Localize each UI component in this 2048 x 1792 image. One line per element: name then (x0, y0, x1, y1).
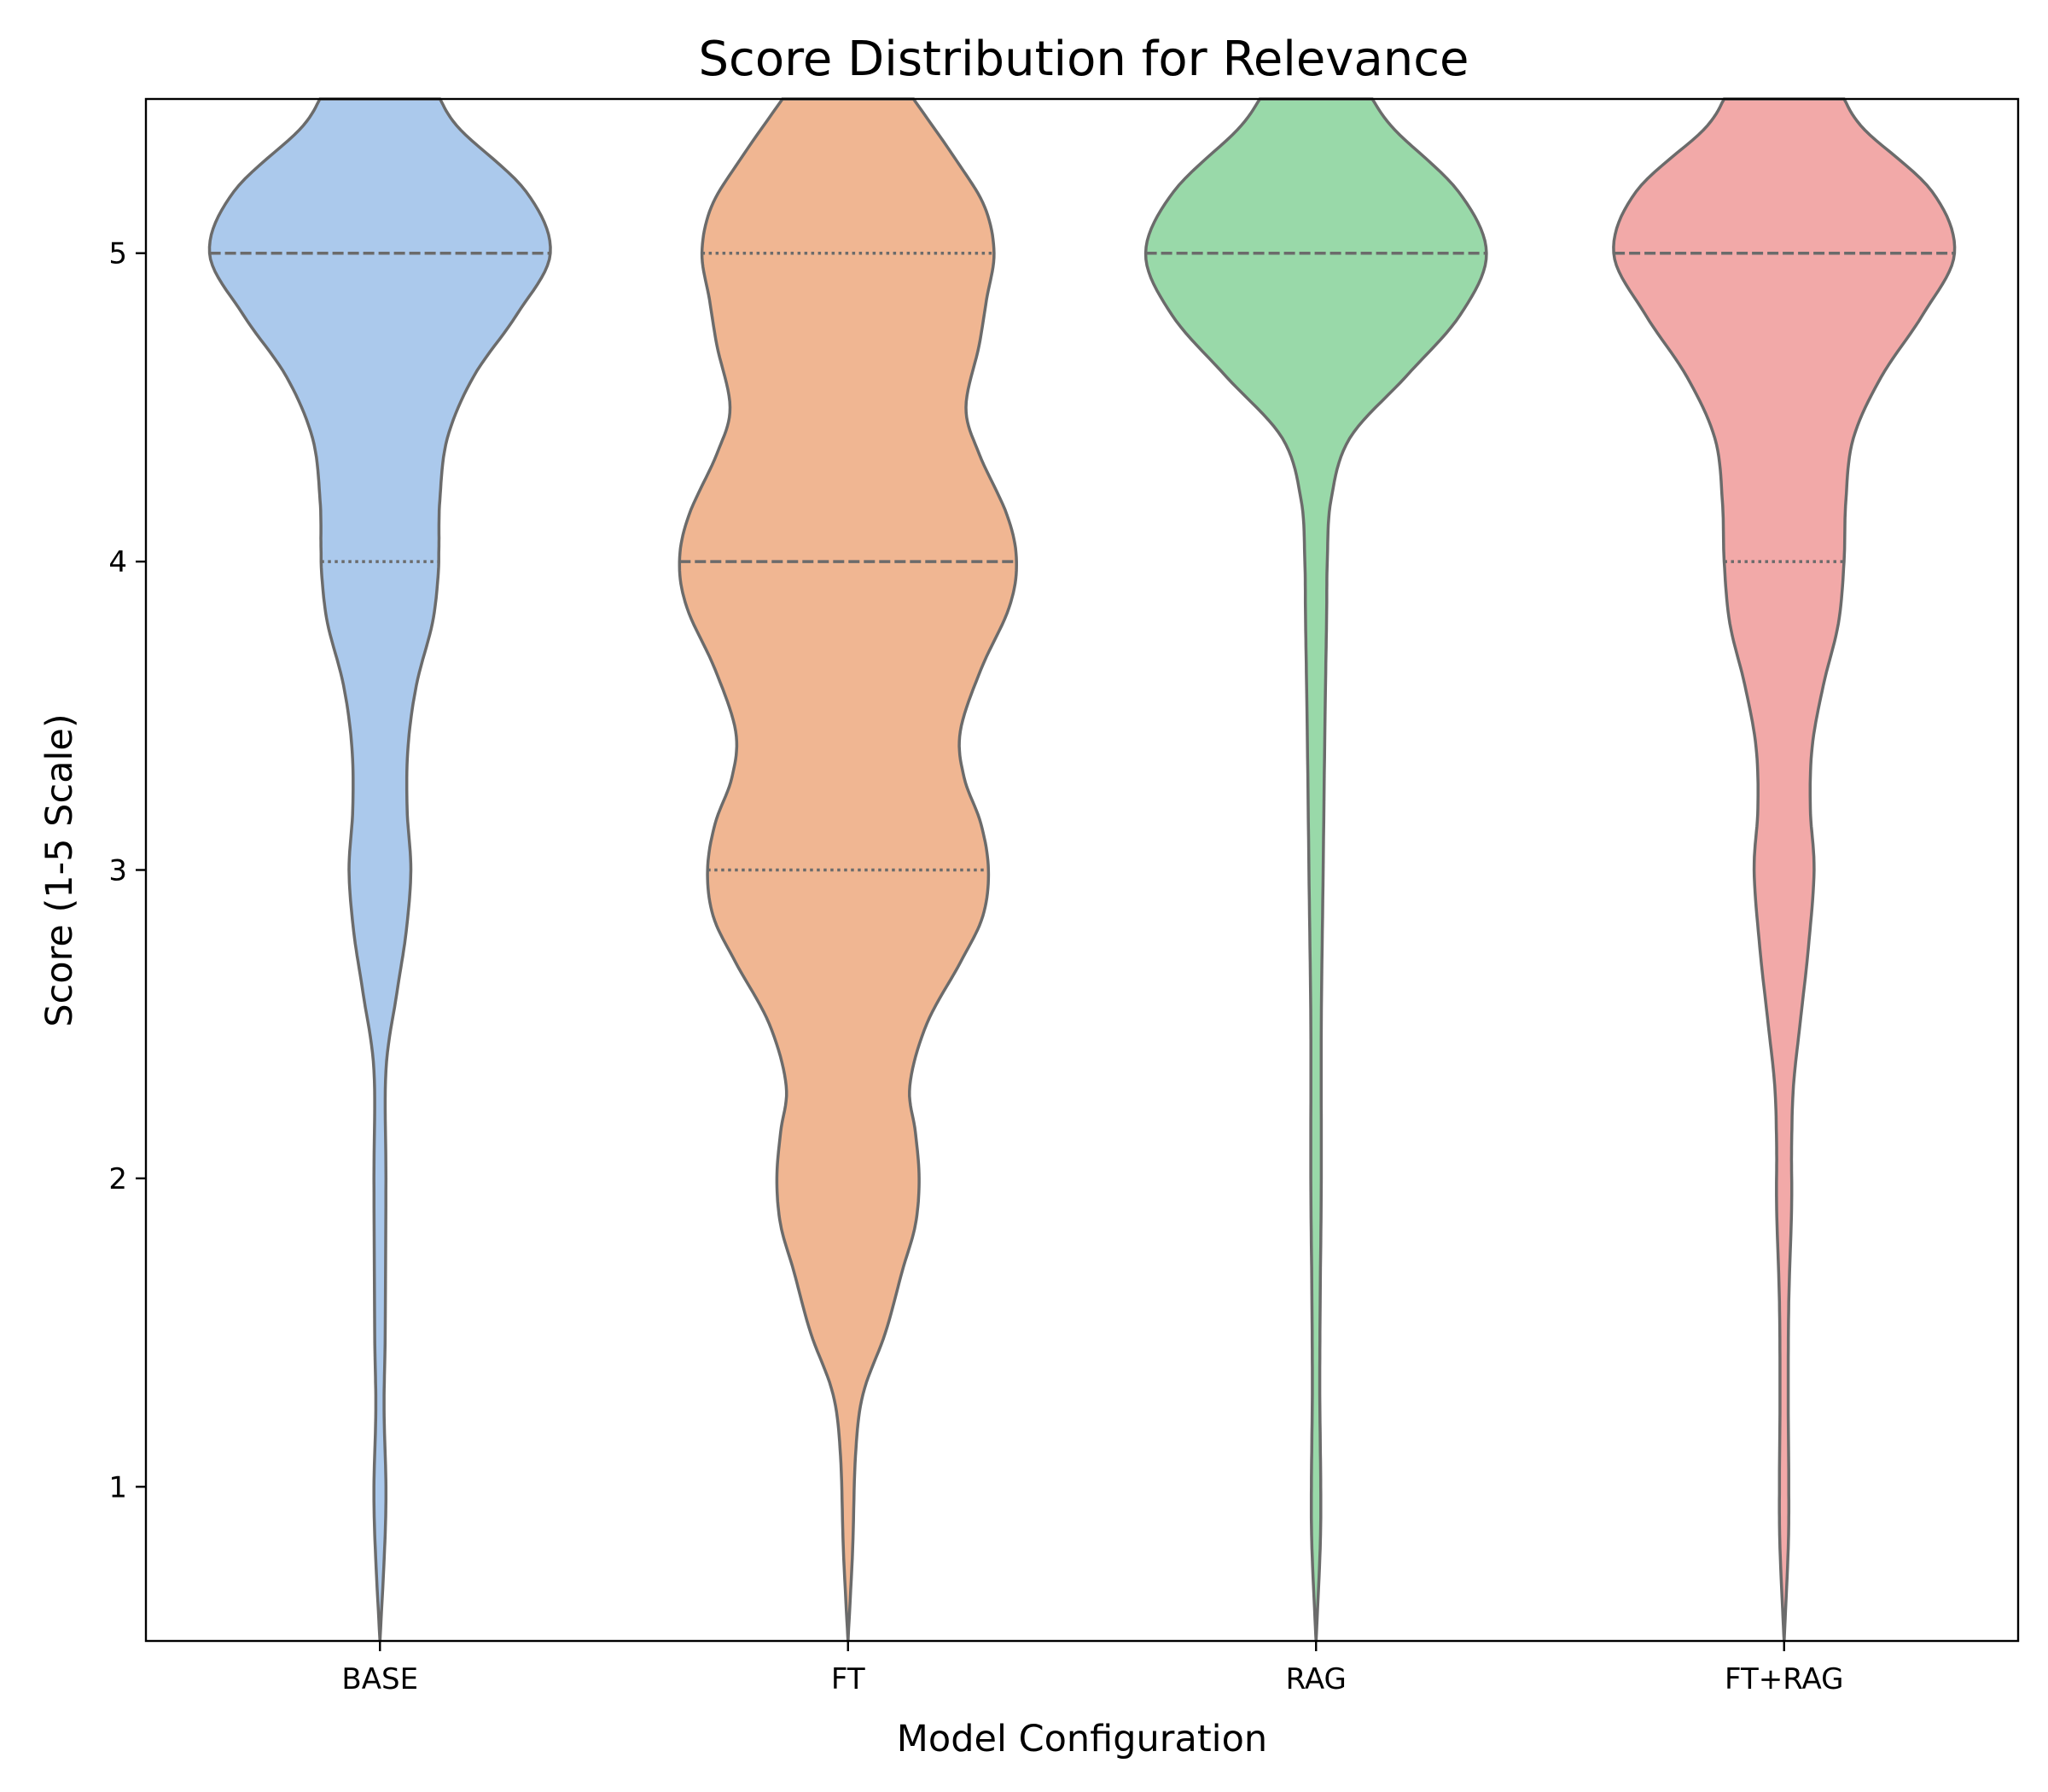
chart-title: Score Distribution for Relevance (699, 32, 1469, 87)
violin-base (207, 97, 552, 1642)
violin-ft-rag (1612, 97, 1957, 1642)
y-tick-label: 3 (108, 854, 127, 888)
x-axis-label: Model Configuration (897, 1718, 1267, 1760)
y-tick-label: 4 (108, 545, 127, 579)
y-tick-label: 1 (108, 1470, 127, 1504)
x-tick-label: RAG (1286, 1662, 1347, 1696)
y-axis-label: Score (1-5 Scale) (38, 713, 81, 1027)
plot-area (207, 97, 1957, 1642)
x-tick-label: BASE (341, 1662, 418, 1696)
x-tick-label: FT+RAG (1725, 1662, 1843, 1696)
x-axis: BASE FT RAG FT+RAG (341, 1641, 1843, 1696)
x-tick-label: FT (831, 1662, 865, 1696)
y-axis: 1 2 3 4 5 (108, 237, 146, 1504)
violin-rag (1143, 97, 1488, 1642)
y-tick-label: 2 (108, 1162, 127, 1196)
y-tick-label: 5 (108, 237, 127, 271)
